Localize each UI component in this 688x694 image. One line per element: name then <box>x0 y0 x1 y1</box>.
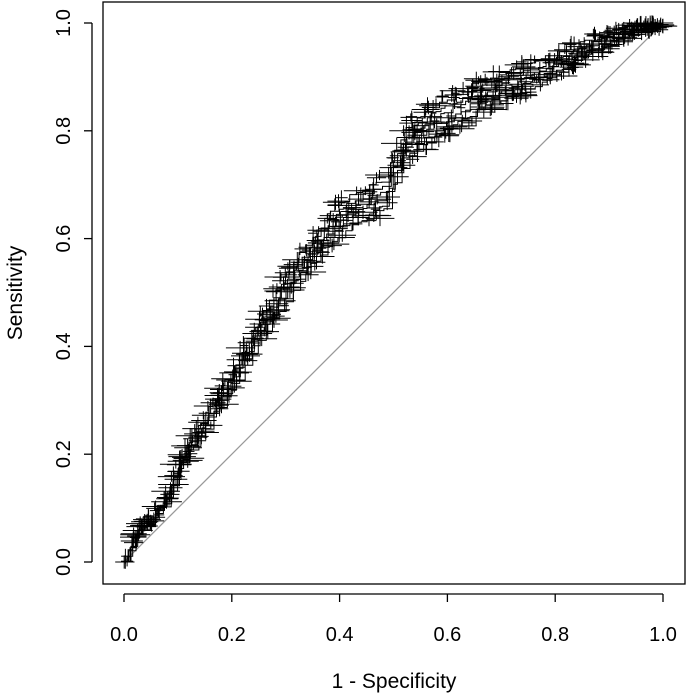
y-tick-label: 0.4 <box>53 332 75 360</box>
plot-frame <box>102 1 686 585</box>
axes-layer: 0.0 0.2 0.4 0.6 0.8 1.0 0.0 0.2 0.4 0.6 0.8 1.0 <box>53 9 677 646</box>
reference-diagonal-line <box>123 22 664 563</box>
x-tick-label: 0.4 <box>326 624 354 646</box>
x-tick-label: 0.0 <box>110 624 138 646</box>
x-tick-label: 0.6 <box>433 624 461 646</box>
y-tick-label: 1.0 <box>53 9 75 37</box>
x-axis-title: 1 - Specificity <box>332 670 457 693</box>
x-tick-label: 0.2 <box>218 624 246 646</box>
y-axis-title: Sensitivity <box>4 245 27 340</box>
y-tick-label: 0.2 <box>53 440 75 468</box>
x-tick-label: 1.0 <box>649 624 677 646</box>
x-tick-label: 0.8 <box>541 624 569 646</box>
roc-curve-layer <box>115 15 678 569</box>
y-tick-label: 0.0 <box>53 548 75 576</box>
y-tick-label: 0.6 <box>53 225 75 253</box>
reference-line-layer <box>123 22 664 563</box>
y-tick-label: 0.8 <box>53 117 75 145</box>
